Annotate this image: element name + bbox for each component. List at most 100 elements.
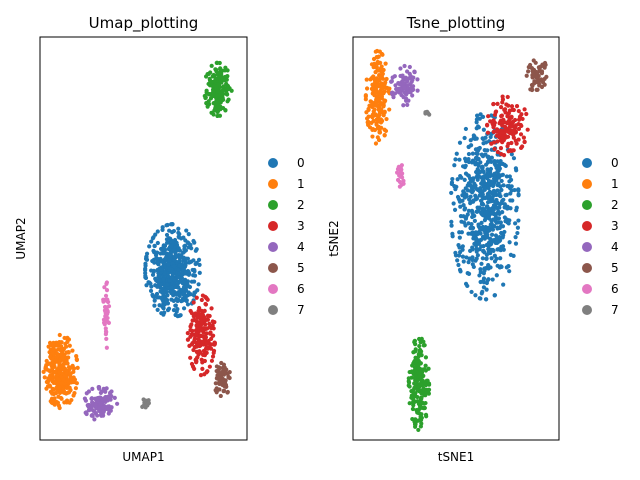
tsne-point-cluster-4 bbox=[415, 77, 420, 82]
tsne-point-cluster-0 bbox=[475, 113, 480, 118]
umap-point-cluster-1 bbox=[56, 381, 62, 386]
tsne-point-cluster-0 bbox=[504, 206, 510, 211]
tsne-point-cluster-0 bbox=[452, 207, 458, 212]
umap-point-cluster-1 bbox=[57, 385, 62, 390]
tsne-point-cluster-3 bbox=[510, 148, 515, 153]
tsne-point-cluster-1 bbox=[380, 52, 385, 57]
tsne-point-cluster-1 bbox=[371, 118, 376, 123]
tsne-point-cluster-2 bbox=[415, 388, 420, 393]
umap-point-cluster-0 bbox=[155, 240, 160, 246]
tsne-point-cluster-0 bbox=[504, 174, 509, 179]
tsne-point-cluster-3 bbox=[485, 130, 491, 135]
tsne-point-cluster-0 bbox=[492, 293, 498, 298]
tsne-point-cluster-0 bbox=[487, 194, 492, 199]
tsne-point-cluster-0 bbox=[478, 267, 483, 272]
tsne-point-cluster-0 bbox=[481, 248, 486, 253]
umap-point-cluster-0 bbox=[160, 298, 165, 303]
umap-point-cluster-1 bbox=[67, 385, 72, 390]
umap-point-cluster-0 bbox=[149, 239, 154, 244]
tsne-point-cluster-1 bbox=[366, 107, 371, 112]
tsne-point-cluster-1 bbox=[370, 75, 375, 80]
tsne-point-cluster-1 bbox=[363, 93, 368, 98]
tsne-point-cluster-3 bbox=[505, 144, 510, 149]
tsne-point-cluster-2 bbox=[422, 380, 427, 385]
umap-point-cluster-0 bbox=[176, 235, 182, 240]
tsne-point-cluster-3 bbox=[491, 102, 496, 107]
tsne-point-cluster-3 bbox=[509, 114, 514, 120]
tsne-point-cluster-0 bbox=[489, 232, 495, 237]
tsne-point-cluster-0 bbox=[501, 247, 506, 252]
umap-point-cluster-2 bbox=[225, 74, 230, 79]
tsne-point-cluster-4 bbox=[401, 80, 406, 86]
umap-point-cluster-3 bbox=[202, 337, 208, 342]
tsne-point-cluster-0 bbox=[453, 253, 459, 258]
umap-point-cluster-7 bbox=[143, 398, 148, 403]
umap-point-cluster-3 bbox=[203, 301, 208, 307]
umap-point-cluster-0 bbox=[149, 284, 154, 289]
umap-point-cluster-2 bbox=[223, 65, 228, 70]
tsne-point-cluster-2 bbox=[426, 387, 432, 392]
umap-point-cluster-1 bbox=[42, 375, 47, 380]
tsne-point-cluster-0 bbox=[476, 163, 481, 168]
umap-point-cluster-0 bbox=[181, 285, 186, 290]
umap-point-cluster-0 bbox=[167, 266, 172, 272]
tsne-point-cluster-0 bbox=[487, 190, 492, 195]
umap-point-cluster-0 bbox=[162, 257, 168, 262]
umap-point-cluster-7 bbox=[143, 405, 148, 410]
tsne-point-cluster-2 bbox=[406, 379, 411, 384]
tsne-point-cluster-1 bbox=[369, 86, 374, 91]
umap-cluster-2-points bbox=[202, 60, 234, 119]
umap-point-cluster-1 bbox=[71, 379, 76, 384]
tsne-point-cluster-3 bbox=[505, 120, 511, 125]
tsne-point-cluster-0 bbox=[464, 214, 469, 220]
umap-point-cluster-0 bbox=[150, 272, 156, 277]
umap-point-cluster-3 bbox=[199, 357, 204, 362]
umap-point-cluster-2 bbox=[209, 110, 214, 115]
tsne-point-cluster-0 bbox=[490, 277, 495, 282]
umap-point-cluster-0 bbox=[158, 282, 163, 287]
tsne-point-cluster-2 bbox=[423, 400, 428, 406]
tsne-point-cluster-0 bbox=[482, 185, 487, 190]
umap-point-cluster-0 bbox=[166, 306, 172, 311]
tsne-point-cluster-3 bbox=[500, 94, 505, 99]
tsne-point-cluster-0 bbox=[474, 117, 479, 122]
umap-point-cluster-4 bbox=[115, 401, 120, 406]
tsne-point-cluster-0 bbox=[481, 206, 486, 212]
umap-point-cluster-0 bbox=[143, 268, 148, 273]
umap-point-cluster-1 bbox=[54, 399, 59, 404]
tsne-point-cluster-0 bbox=[494, 197, 499, 203]
tsne-point-cluster-0 bbox=[466, 259, 471, 265]
umap-point-cluster-2 bbox=[219, 89, 225, 94]
umap-point-cluster-0 bbox=[164, 223, 169, 228]
tsne-legend-label-0: 0 bbox=[611, 156, 619, 170]
tsne-point-cluster-0 bbox=[466, 151, 472, 157]
tsne-point-cluster-1 bbox=[373, 141, 379, 146]
tsne-point-cluster-3 bbox=[516, 137, 521, 142]
umap-point-cluster-4 bbox=[86, 402, 91, 408]
umap-point-cluster-0 bbox=[170, 239, 175, 244]
tsne-legend-marker-6 bbox=[582, 284, 592, 294]
tsne-point-cluster-0 bbox=[471, 176, 476, 181]
tsne-point-cluster-0 bbox=[477, 296, 482, 301]
tsne-point-cluster-0 bbox=[478, 112, 483, 117]
umap-point-cluster-5 bbox=[216, 376, 222, 381]
umap-point-cluster-0 bbox=[183, 270, 188, 275]
umap-point-cluster-2 bbox=[224, 91, 229, 97]
umap-point-cluster-5 bbox=[220, 365, 225, 371]
tsne-point-cluster-0 bbox=[450, 176, 455, 182]
umap-point-cluster-0 bbox=[166, 262, 171, 267]
umap-point-cluster-3 bbox=[211, 348, 217, 353]
umap-point-cluster-0 bbox=[185, 256, 191, 261]
tsne-point-cluster-2 bbox=[423, 363, 428, 368]
tsne-point-cluster-0 bbox=[488, 174, 493, 179]
tsne-point-cluster-2 bbox=[419, 395, 424, 400]
umap-point-cluster-5 bbox=[221, 362, 227, 367]
tsne-point-cluster-0 bbox=[460, 247, 465, 252]
tsne-point-cluster-2 bbox=[410, 400, 415, 405]
tsne-point-cluster-0 bbox=[456, 262, 461, 268]
umap-point-cluster-3 bbox=[189, 361, 195, 367]
tsne-cluster-2-points bbox=[406, 336, 432, 433]
umap-point-cluster-0 bbox=[189, 246, 194, 251]
tsne-point-cluster-0 bbox=[482, 266, 487, 271]
tsne-point-cluster-3 bbox=[521, 135, 526, 140]
